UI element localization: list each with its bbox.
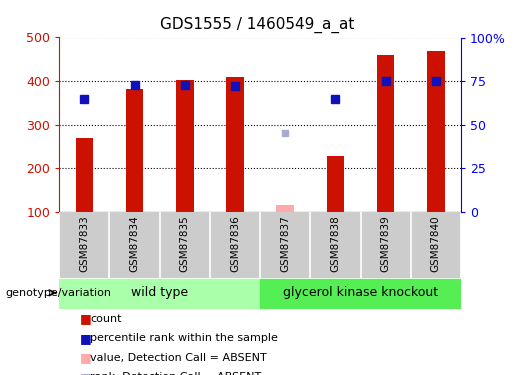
Text: GSM87837: GSM87837 [280,215,290,272]
Text: GSM87840: GSM87840 [431,215,441,272]
Text: wild type: wild type [131,286,188,299]
Text: GSM87833: GSM87833 [79,215,89,272]
Text: GSM87839: GSM87839 [381,215,390,272]
Text: GSM87835: GSM87835 [180,215,190,272]
Bar [126,88,143,212]
Bar [76,138,93,212]
Bar [176,80,194,212]
Text: GSM87834: GSM87834 [130,215,140,272]
Bar [427,51,444,212]
Text: ■: ■ [80,351,92,364]
Text: GSM87836: GSM87836 [230,215,240,272]
Text: ■: ■ [80,371,92,375]
Text: value, Detection Call = ABSENT: value, Detection Call = ABSENT [90,353,267,363]
Bar [226,77,244,212]
Text: percentile rank within the sample: percentile rank within the sample [90,333,278,343]
Text: ■: ■ [80,312,92,325]
Text: count: count [90,314,122,324]
Bar [327,156,344,212]
Bar [59,279,260,308]
Text: GDS1555 / 1460549_a_at: GDS1555 / 1460549_a_at [160,17,355,33]
Bar [377,55,394,212]
Bar [277,206,294,212]
Text: GSM87838: GSM87838 [331,215,340,272]
Bar [260,279,461,308]
Text: rank, Detection Call = ABSENT: rank, Detection Call = ABSENT [90,372,262,375]
Text: genotype/variation: genotype/variation [5,288,111,298]
Text: glycerol kinase knockout: glycerol kinase knockout [283,286,438,299]
Text: ■: ■ [80,332,92,345]
